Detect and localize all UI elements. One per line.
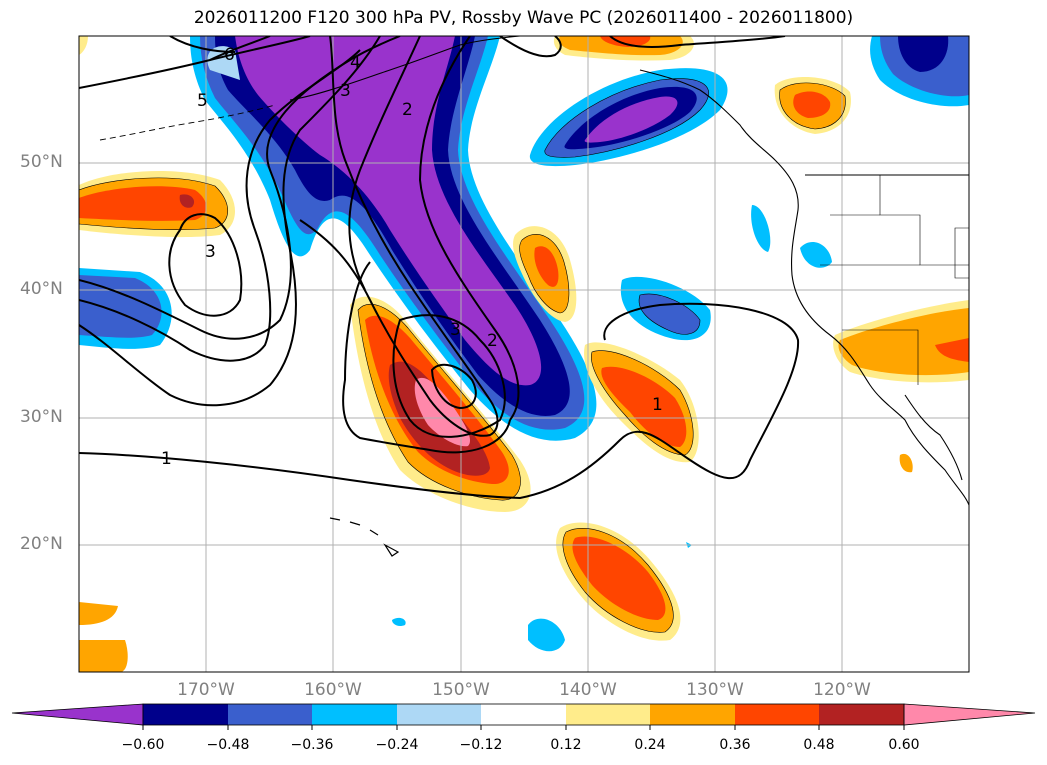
colorbar-label: 0.24 bbox=[634, 737, 666, 753]
colorbar-label: 0.48 bbox=[803, 737, 835, 753]
aleutians bbox=[99, 104, 276, 141]
contour-label: 2 bbox=[402, 100, 413, 120]
graticule bbox=[79, 36, 969, 672]
baja-coast bbox=[904, 394, 963, 481]
negative-blob-gulf-alaska bbox=[529, 68, 728, 167]
alaska-coast bbox=[289, 36, 521, 101]
state-line-1 bbox=[879, 175, 969, 266]
pv-contour-3 bbox=[79, 36, 381, 407]
colorbar-swatch bbox=[566, 704, 650, 725]
lon-tick-label: 130°W bbox=[686, 680, 744, 700]
colorbar-label: −0.12 bbox=[459, 737, 503, 753]
coastlines bbox=[99, 36, 969, 557]
pv-contour-3d bbox=[342, 261, 511, 454]
colorbar-label: 0.36 bbox=[719, 737, 751, 753]
colorbar-swatch bbox=[228, 704, 312, 725]
hawaii bbox=[329, 517, 400, 557]
colorbar-label: 0.12 bbox=[550, 737, 582, 753]
pv-contour-2 bbox=[299, 36, 499, 437]
pv-contour-northeast-b bbox=[609, 36, 786, 48]
positive-blob-top bbox=[553, 36, 694, 61]
map-frame bbox=[78, 35, 970, 673]
contour-label: 1 bbox=[161, 449, 172, 469]
positive-blob-central bbox=[584, 342, 699, 463]
state-line-5 bbox=[954, 227, 969, 279]
colorbar-swatch bbox=[819, 704, 904, 725]
contour-label: 5 bbox=[197, 91, 208, 111]
pv-contour-west-loop bbox=[168, 213, 243, 317]
positive-ridge-main bbox=[350, 296, 531, 512]
pv-contour-3b bbox=[348, 36, 421, 291]
colorbar-swatch bbox=[481, 704, 566, 725]
contour-label: 3 bbox=[340, 81, 351, 101]
colorbar-swatch bbox=[397, 704, 481, 725]
colorbar-swatch bbox=[143, 704, 228, 725]
pv-contour-west-arc bbox=[79, 49, 361, 362]
pv-contour-5b bbox=[209, 36, 271, 61]
pv-shading bbox=[79, 36, 969, 672]
pv-contour-5 bbox=[79, 36, 311, 89]
pv-contour-3c bbox=[392, 314, 506, 438]
pv-contour-1-south bbox=[79, 302, 800, 500]
contour-labels: 6 5 4 3 2 3 2 3 1 1 bbox=[161, 45, 663, 469]
positive-blob-northwest bbox=[79, 170, 235, 238]
lon-tick-label: 150°W bbox=[432, 680, 490, 700]
lat-tick-label: 50°N bbox=[20, 152, 63, 172]
negative-blob-northeast bbox=[870, 36, 969, 107]
colorbar-label: 0.60 bbox=[888, 737, 920, 753]
lon-tick-label: 170°W bbox=[177, 680, 235, 700]
map-title: 2026011200 F120 300 hPa PV, Rossby Wave … bbox=[193, 8, 854, 28]
pv-contour-4 bbox=[79, 36, 401, 340]
colorbar-swatch bbox=[735, 704, 819, 725]
colorbar-label: −0.60 bbox=[121, 737, 165, 753]
negative-trough-main bbox=[190, 36, 597, 441]
north-america-coast bbox=[639, 69, 969, 506]
lat-tick-label: 40°N bbox=[20, 279, 63, 299]
negative-blob-central bbox=[620, 276, 711, 341]
colorbar-swatch bbox=[650, 704, 735, 725]
positive-blob-southwest-us bbox=[833, 300, 969, 383]
positive-blob-north-central bbox=[513, 226, 577, 322]
positive-blob-south bbox=[556, 522, 681, 641]
contour-label: 4 bbox=[350, 53, 361, 73]
colorbar-label: −0.36 bbox=[290, 737, 334, 753]
contour-label: 1 bbox=[652, 395, 663, 415]
colorbar-label: −0.48 bbox=[206, 737, 250, 753]
lon-tick-label: 160°W bbox=[304, 680, 362, 700]
lon-tick-label: 140°W bbox=[559, 680, 617, 700]
lon-tick-label: 120°W bbox=[813, 680, 871, 700]
contour-label: 3 bbox=[205, 242, 216, 262]
lat-tick-label: 30°N bbox=[20, 407, 63, 427]
contour-label: 6 bbox=[224, 45, 235, 65]
state-line-4 bbox=[842, 329, 919, 385]
colorbar bbox=[11, 703, 1036, 730]
lat-tick-label: 20°N bbox=[20, 534, 63, 554]
colorbar-swatch bbox=[312, 704, 397, 725]
colorbar-lower-extension bbox=[11, 703, 144, 726]
colorbar-label: −0.24 bbox=[375, 737, 419, 753]
colorbar-upper-extension bbox=[903, 703, 1036, 726]
pv-contours bbox=[79, 36, 800, 500]
contour-label: 3 bbox=[450, 320, 461, 340]
pv-contour-northeast bbox=[499, 36, 562, 58]
contour-label: 2 bbox=[487, 331, 498, 351]
pv-contour-6 bbox=[169, 36, 236, 53]
pv-contour-core bbox=[430, 363, 477, 410]
pv-contour-2b bbox=[418, 36, 520, 421]
positive-blob-coast-north bbox=[774, 76, 851, 134]
